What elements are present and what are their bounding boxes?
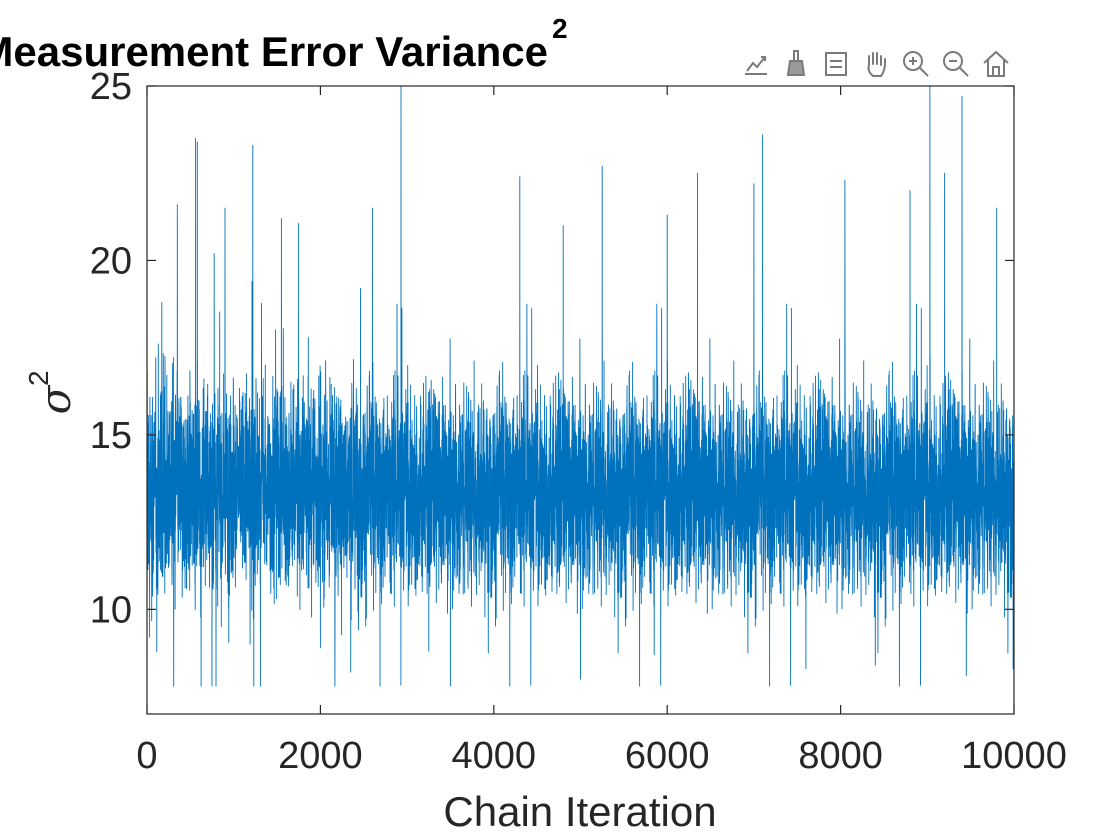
zoom-in-button[interactable] <box>896 44 936 84</box>
x-tick-labels: 0 2000 4000 6000 8000 10000 <box>136 735 1066 777</box>
zoom-in-icon <box>903 51 929 77</box>
y-tick-label: 20 <box>90 240 132 282</box>
brush-icon <box>786 50 806 76</box>
chart-title-superscript: 2 <box>552 13 568 44</box>
home-button[interactable] <box>976 44 1016 84</box>
export-button[interactable] <box>736 44 776 84</box>
zoom-out-button[interactable] <box>936 44 976 84</box>
export-icon <box>745 56 767 75</box>
x-tick-label: 4000 <box>452 735 537 777</box>
x-tick-label: 10000 <box>961 735 1067 777</box>
y-tick-label: 15 <box>90 415 132 457</box>
zoom-out-icon <box>943 51 969 77</box>
y-tick-label: 25 <box>90 66 132 108</box>
data-tips-button[interactable] <box>816 44 856 84</box>
y-axis-label-group: σ 2 <box>23 370 80 414</box>
axes-box <box>146 85 1015 715</box>
x-tick-label: 8000 <box>798 735 883 777</box>
pan-button[interactable] <box>856 44 896 84</box>
x-tick-label: 6000 <box>625 735 710 777</box>
chart-title: Measurement Error Variance <box>0 28 548 75</box>
trace-line <box>146 85 1015 687</box>
y-axis-label: σ <box>31 384 80 414</box>
trace-series <box>146 85 1015 687</box>
x-axis-label: Chain Iteration <box>443 788 716 835</box>
pan-icon <box>867 52 886 77</box>
x-tick-label: 2000 <box>278 735 363 777</box>
data-tips-icon <box>825 52 847 76</box>
y-axis-label-superscript: 2 <box>23 370 54 386</box>
axis-ticks <box>146 85 1015 714</box>
y-tick-labels: 10 15 20 25 <box>90 66 132 631</box>
x-tick-label: 0 <box>136 735 157 777</box>
home-icon <box>983 50 1009 77</box>
axes-toolbar <box>736 44 1016 84</box>
plot-area <box>146 85 1015 715</box>
y-tick-label: 10 <box>90 589 132 631</box>
brush-button[interactable] <box>776 44 816 84</box>
